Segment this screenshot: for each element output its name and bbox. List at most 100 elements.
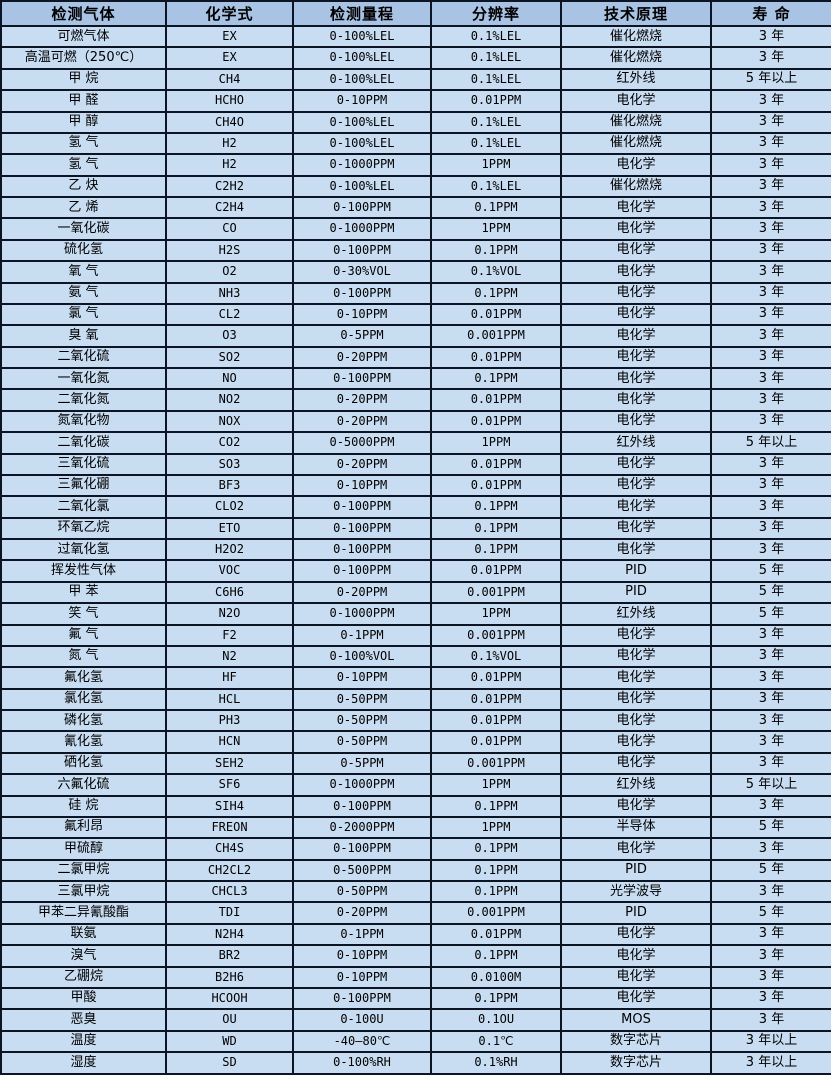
cell-principle: 电化学 xyxy=(560,495,712,519)
cell-lifespan: 3 年 xyxy=(710,452,831,476)
column-header-lifespan: 寿 命 xyxy=(710,0,831,27)
cell-lifespan: 3 年 xyxy=(710,730,831,754)
cell-range: 0-100PPM xyxy=(292,281,432,305)
table-row: 氧 气 O2 0-30%VOL 0.1%VOL 电化学 3 年 xyxy=(0,260,831,284)
column-header-gas: 检测气体 xyxy=(0,0,167,27)
cell-range: 0-20PPM xyxy=(292,452,432,476)
cell-formula: HCOOH xyxy=(165,986,294,1011)
cell-gas-name: 甲硫醇 xyxy=(0,837,167,861)
cell-range: 0-100%RH xyxy=(292,1051,432,1075)
cell-range: 0-100PPM xyxy=(292,986,432,1011)
cell-lifespan: 3 年 xyxy=(710,324,831,348)
cell-gas-name: 乙 炔 xyxy=(0,174,167,199)
cell-resolution: 0.01PPM xyxy=(430,922,562,947)
table-row: 一氧化碳 CO 0-1000PPM 1PPM 电化学 3 年 xyxy=(0,217,831,241)
cell-principle: 光学波导 xyxy=(560,879,712,904)
cell-principle: 半导体 xyxy=(560,815,712,840)
cell-resolution: 0.1PPM xyxy=(430,944,562,968)
table-row: 三氧化硫 SO3 0-20PPM 0.01PPM 电化学 3 年 xyxy=(0,452,831,476)
header-row: 检测气体 化学式 检测量程 分辨率 技术原理寿 命 xyxy=(0,0,831,27)
table-row: 氯化氢 HCL 0-50PPM 0.01PPM 电化学 3 年 xyxy=(0,687,831,712)
cell-lifespan: 3 年 xyxy=(710,409,831,434)
cell-lifespan: 3 年 xyxy=(710,174,831,199)
cell-lifespan: 3 年 xyxy=(710,195,831,220)
cell-formula: H2S xyxy=(165,238,294,263)
table-row: 臭 氧 O3 0-5PPM 0.001PPM 电化学 3 年 xyxy=(0,324,831,348)
cell-range: 0-1000PPM xyxy=(292,602,432,626)
cell-gas-name: 三氧化硫 xyxy=(0,452,167,476)
cell-resolution: 0.01PPM xyxy=(430,409,562,434)
table-body: 可燃气体 EX 0-100%LEL 0.1%LEL 催化燃烧 3 年高温可燃（250℃） E… xyxy=(0,24,831,1075)
table-row: 挥发性气体 VOC 0-100PPM 0.01PPM PID 5 年 xyxy=(0,559,831,583)
table-row: 氨 气 NH3 0-100PPM 0.1PPM 电化学 3 年 xyxy=(0,281,831,305)
cell-principle: PID xyxy=(560,858,712,883)
cell-formula: CH4 xyxy=(165,67,294,92)
cell-gas-name: 臭 氧 xyxy=(0,324,167,348)
cell-range: 0-100PPM xyxy=(292,516,432,541)
cell-resolution: 0.1PPM xyxy=(430,879,562,904)
cell-lifespan: 3 年 xyxy=(710,623,831,647)
cell-range: 0-50PPM xyxy=(292,730,432,754)
table-row: 氰化氢 HCN 0-50PPM 0.01PPM 电化学 3 年 xyxy=(0,730,831,754)
cell-gas-name: 三氯甲烷 xyxy=(0,879,167,904)
cell-principle: 电化学 xyxy=(560,452,712,476)
table-row: 高温可燃（250℃） EX 0-100%LEL 0.1%LEL 催化燃烧 3 年 xyxy=(0,46,831,70)
table-row: 二氧化硫 SO2 0-20PPM 0.01PPM 电化学 3 年 xyxy=(0,345,831,370)
cell-range: 0-100PPM xyxy=(292,794,432,818)
cell-resolution: 0.1PPM xyxy=(430,537,562,562)
cell-range: 0-5000PPM xyxy=(292,431,432,455)
cell-lifespan: 3 年 xyxy=(710,388,831,412)
cell-lifespan: 3 年 xyxy=(710,1008,831,1032)
cell-resolution: 1PPM xyxy=(430,431,562,455)
cell-principle: 电化学 xyxy=(560,837,712,861)
table-row: 可燃气体 EX 0-100%LEL 0.1%LEL 催化燃烧 3 年 xyxy=(0,24,831,49)
cell-formula: N2H4 xyxy=(165,922,294,947)
cell-principle: 电化学 xyxy=(560,794,712,818)
table-row: 氟利昂 FREON 0-2000PPM 1PPM 半导体 5 年 xyxy=(0,815,831,840)
cell-resolution: 0.001PPM xyxy=(430,324,562,348)
cell-resolution: 0.1%LEL xyxy=(430,67,562,92)
cell-range: 0-10PPM xyxy=(292,473,432,498)
cell-resolution: 0.1%RH xyxy=(430,1051,562,1075)
table-row: 联氨 N2H4 0-1PPM 0.01PPM 电化学 3 年 xyxy=(0,922,831,947)
cell-principle: 电化学 xyxy=(560,89,712,113)
cell-gas-name: 湿度 xyxy=(0,1051,167,1075)
cell-gas-name: 硅 烷 xyxy=(0,794,167,818)
cell-resolution: 0.1%VOL xyxy=(430,644,562,669)
cell-lifespan: 3 年 xyxy=(710,986,831,1011)
cell-formula: EX xyxy=(165,46,294,70)
table-row: 温度 WD -40—80℃ 0.1℃ 数字芯片 3 年以上 xyxy=(0,1029,831,1054)
table-row: 甲 醇 CH4O 0-100%LEL 0.1%LEL 催化燃烧 3 年 xyxy=(0,110,831,134)
cell-range: 0-100PPM xyxy=(292,837,432,861)
cell-lifespan: 3 年 xyxy=(710,666,831,690)
cell-formula: CO xyxy=(165,217,294,241)
cell-gas-name: 甲苯二异氰酸酯 xyxy=(0,901,167,925)
table-row: 溴气 BR2 0-10PPM 0.1PPM 电化学 3 年 xyxy=(0,944,831,968)
cell-range: 0-2000PPM xyxy=(292,815,432,840)
cell-gas-name: 二氧化碳 xyxy=(0,431,167,455)
cell-gas-name: 乙硼烷 xyxy=(0,965,167,989)
table-row: 乙 烯 C2H4 0-100PPM 0.1PPM 电化学 3 年 xyxy=(0,195,831,220)
cell-formula: SIH4 xyxy=(165,794,294,818)
cell-formula: N2 xyxy=(165,644,294,669)
cell-principle: PID xyxy=(560,580,712,605)
cell-resolution: 0.1%LEL xyxy=(430,46,562,70)
cell-lifespan: 3 年 xyxy=(710,345,831,370)
cell-lifespan: 3 年 xyxy=(710,879,831,904)
cell-lifespan: 3 年 xyxy=(710,794,831,818)
cell-principle: PID xyxy=(560,901,712,925)
cell-lifespan: 3 年 xyxy=(710,153,831,177)
table-row: 硅 烷 SIH4 0-100PPM 0.1PPM 电化学 3 年 xyxy=(0,794,831,818)
cell-range: 0-5PPM xyxy=(292,324,432,348)
cell-gas-name: 氟 气 xyxy=(0,623,167,647)
cell-range: 0-100%LEL xyxy=(292,67,432,92)
cell-range: 0-100PPM xyxy=(292,238,432,263)
cell-gas-name: 联氨 xyxy=(0,922,167,947)
cell-formula: ETO xyxy=(165,516,294,541)
cell-resolution: 0.1%LEL xyxy=(430,131,562,156)
table-row: 氢 气 H2 0-1000PPM 1PPM 电化学 3 年 xyxy=(0,153,831,177)
cell-range: 0-20PPM xyxy=(292,580,432,605)
cell-lifespan: 3 年 xyxy=(710,473,831,498)
cell-formula: EX xyxy=(165,24,294,49)
cell-gas-name: 一氧化碳 xyxy=(0,217,167,241)
